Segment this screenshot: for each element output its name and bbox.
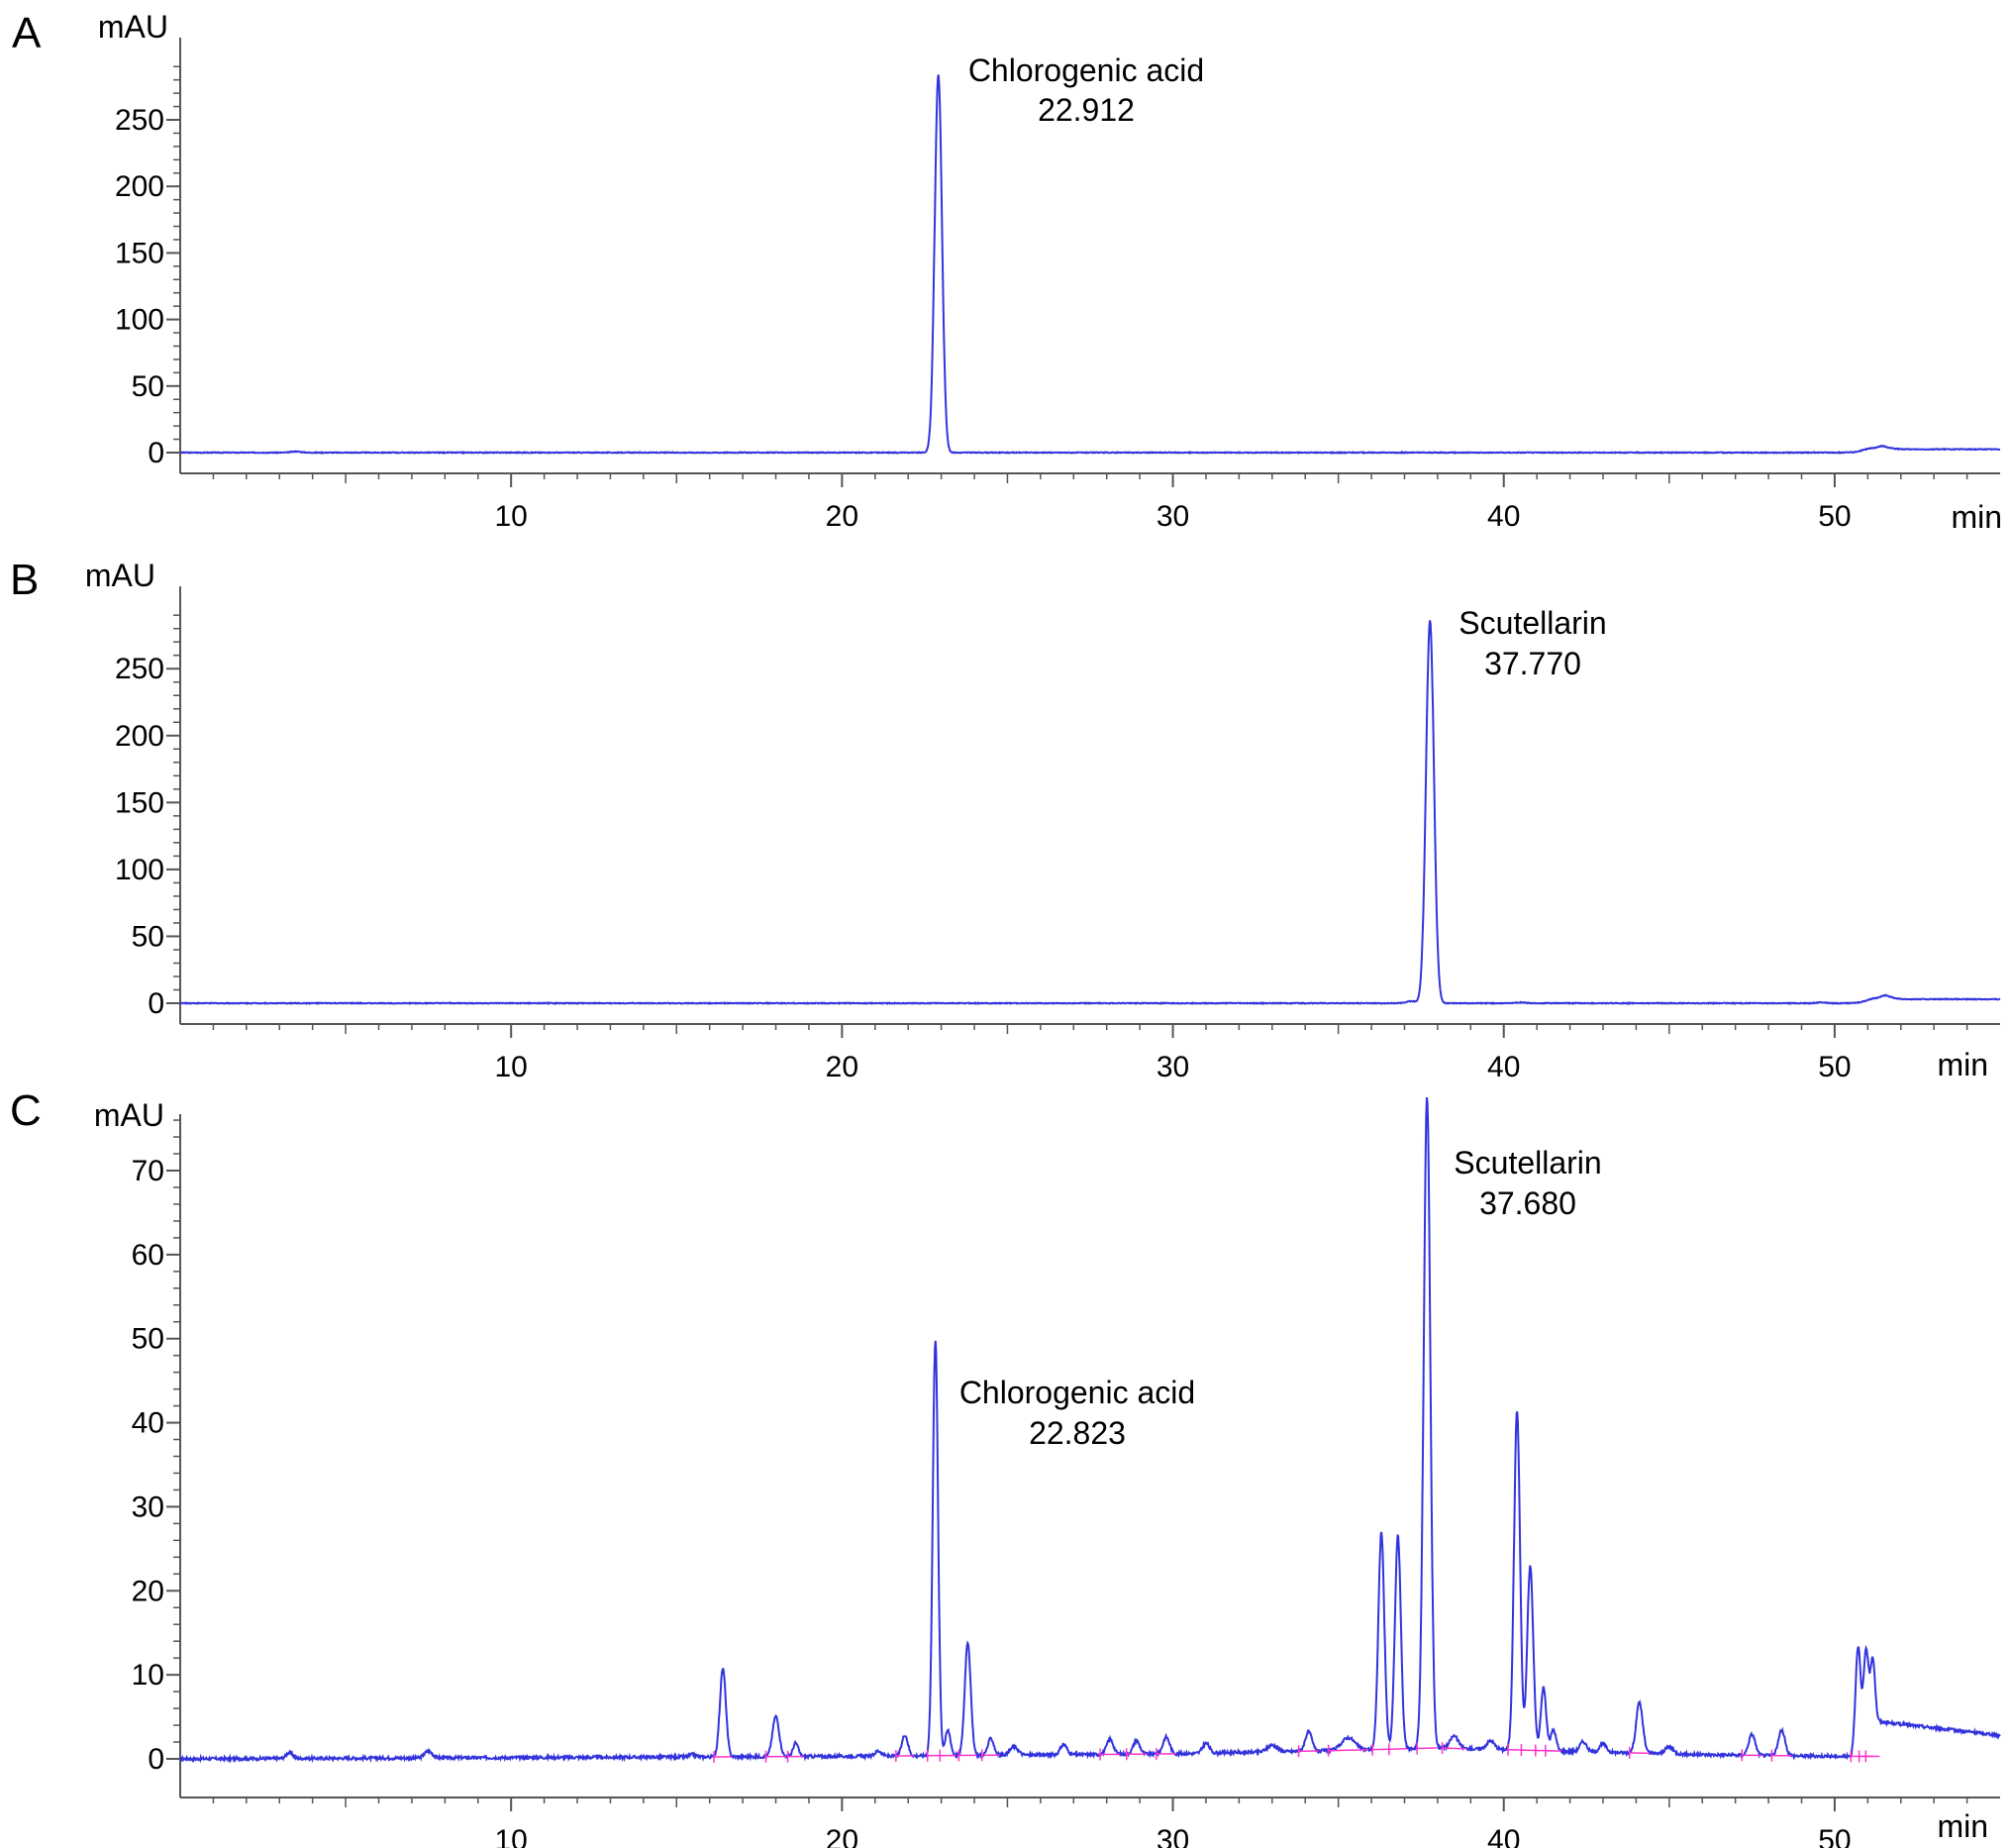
x-tick-label: 20 [826,1051,858,1083]
chromatogram-trace [179,74,2000,455]
panel-c-annotations: Chlorogenic acid 22.823 Scutellarin 37.680 [959,1145,1602,1451]
y-tick-label: 50 [132,370,164,403]
panel-a: A mAU min 0 50 100 150 200 250 10 20 30 40 50 Chlo… [12,9,2002,535]
x-tick-label: 20 [826,500,858,533]
y-tick-label: 50 [132,1323,164,1356]
peak-name-label: Scutellarin [1459,605,1606,641]
panel-b-ticks: 0 50 100 150 200 250 10 20 30 40 50 [115,586,2000,1083]
y-tick-label: 150 [115,237,164,269]
integration-baseline [1442,1747,1466,1750]
integration-baseline [1417,1747,1438,1750]
x-tick-label: 30 [1157,1824,1189,1848]
y-tick-label: 20 [132,1575,164,1607]
integration-baseline [1629,1752,1650,1755]
x-tick-label: 30 [1157,500,1189,533]
panel-c: C mAU min 0 10 20 30 40 50 60 70 10 20 30 40 50 Chlo… [10,1086,2001,1848]
panel-b-x-unit: min [1937,1047,1988,1082]
peak-name-label: Chlorogenic acid [959,1375,1195,1410]
x-tick-label: 40 [1487,1051,1520,1083]
peak-name-label: Scutellarin [1454,1145,1601,1181]
panel-a-x-unit: min [1951,499,2002,535]
panel-c-y-unit: mAU [94,1097,164,1133]
y-tick-label: 200 [115,720,164,753]
panel-b-annotations: Scutellarin 37.770 [1459,605,1606,681]
panel-b-trace [179,620,2001,1005]
y-tick-label: 40 [132,1407,164,1440]
peak-rt-label: 22.912 [1038,92,1135,128]
x-tick-label: 10 [494,500,527,533]
y-tick-label: 150 [115,786,164,819]
x-tick-label: 20 [826,1824,858,1848]
y-tick-label: 0 [148,437,164,469]
panel-c-ticks: 0 10 20 30 40 50 60 70 10 20 30 40 50 [132,1114,2000,1848]
x-tick-label: 40 [1487,500,1520,533]
panel-b-y-unit: mAU [85,558,155,593]
x-tick-label: 10 [494,1824,527,1848]
y-tick-label: 0 [148,1743,164,1776]
x-tick-label: 30 [1157,1051,1189,1083]
y-tick-label: 60 [132,1239,164,1272]
x-tick-label: 40 [1487,1824,1520,1848]
panel-a-annotations: Chlorogenic acid 22.912 [968,52,1204,128]
x-tick-label: 10 [494,1051,527,1083]
chromatogram-trace [179,620,2001,1005]
y-tick-label: 250 [115,653,164,685]
panel-c-x-unit: min [1937,1808,1988,1844]
y-tick-label: 50 [132,920,164,953]
panel-letter-b: B [10,556,39,604]
y-tick-label: 0 [148,987,164,1020]
panel-a-trace [179,74,2000,455]
x-tick-label: 50 [1818,500,1851,533]
panel-a-ticks: 0 50 100 150 200 250 10 20 30 40 50 [115,38,2000,533]
y-tick-label: 100 [115,854,164,886]
peak-rt-label: 37.770 [1484,646,1581,681]
integration-baseline [1328,1749,1368,1752]
panel-c-trace [179,1096,2001,1764]
y-tick-label: 10 [132,1659,164,1692]
panel-letter-a: A [12,9,42,57]
y-tick-label: 200 [115,170,164,203]
peak-name-label: Chlorogenic acid [968,52,1204,88]
y-tick-label: 70 [132,1155,164,1187]
chromatogram-trace [179,1096,2001,1764]
peak-rt-label: 22.823 [1029,1415,1126,1451]
panel-letter-c: C [10,1086,42,1135]
panel-a-y-unit: mAU [98,9,168,45]
panel-b: B mAU min 0 50 100 150 200 250 10 20 30 40 50 Scut… [10,556,2001,1083]
y-tick-label: 30 [132,1490,164,1523]
x-tick-label: 50 [1818,1051,1851,1083]
peak-rt-label: 37.680 [1479,1185,1576,1221]
y-tick-label: 100 [115,304,164,337]
y-tick-label: 250 [115,104,164,137]
x-tick-label: 50 [1818,1824,1851,1848]
